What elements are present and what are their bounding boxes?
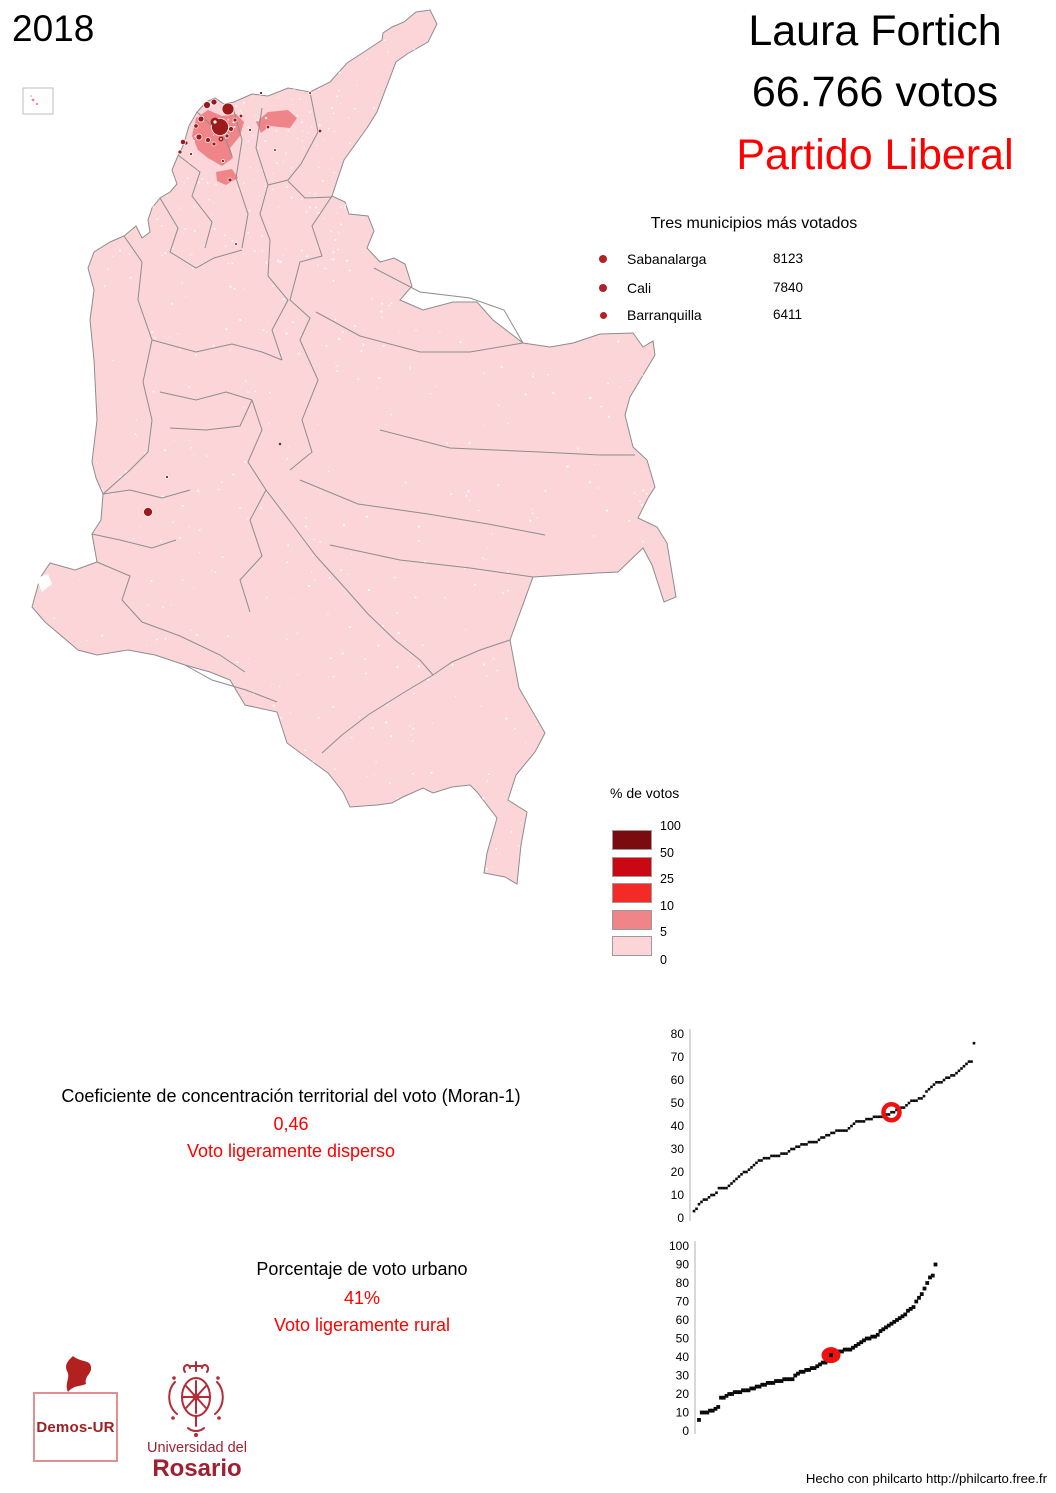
svg-text:40: 40 [671,1119,685,1133]
universidad-rosario-crest-icon [168,1361,224,1437]
candidate-party: Partido Liberal [736,131,1014,179]
svg-text:60: 60 [671,1073,685,1087]
municipio-row: Barranquilla 6411 [590,306,910,326]
san-andres-inset [22,87,54,115]
top-municipios-title: Tres municipios más votados [650,215,858,232]
svg-text:70: 70 [676,1295,690,1309]
municipio-name: Barranquilla [627,307,702,323]
urban-heading: Porcentaje de voto urbano [256,1259,468,1279]
legend-swatch [612,883,652,904]
svg-text:10: 10 [671,1188,685,1202]
legend-swatch [612,909,652,930]
colombia-choropleth-map [22,9,677,885]
municipio-bullet-icon [598,254,608,264]
svg-text:20: 20 [671,1165,685,1179]
legend-swatch [612,936,652,957]
svg-text:10: 10 [676,1406,690,1420]
municipio-name: Sabanalarga [627,251,707,267]
municipio-votes: 7840 [773,280,804,295]
legend-title: % de votos [610,785,680,801]
svg-text:70: 70 [671,1050,685,1064]
svg-text:90: 90 [676,1258,690,1272]
legend-tick-label: 10 [660,898,674,913]
urban-note: Voto ligeramente rural [273,1315,451,1335]
svg-text:50: 50 [676,1332,690,1346]
svg-text:80: 80 [671,1027,685,1041]
svg-text:20: 20 [676,1387,690,1401]
moran-heading: Coeficiente de concentración territorial… [61,1086,521,1106]
moran-value: 0,46 [273,1114,309,1134]
year-label: 2018 [12,8,95,49]
svg-text:40: 40 [676,1350,690,1364]
country-outline [31,9,677,885]
svg-text:0: 0 [682,1424,689,1438]
department-borders [91,91,635,754]
candidate-votes: 66.766 votos [751,68,999,116]
candidate-name: Laura Fortich [748,7,1002,55]
municipio-votes: 8123 [773,251,804,266]
legend-tick-label: 5 [660,925,667,940]
municipio-row: Cali 7840 [590,279,910,299]
svg-text:30: 30 [676,1369,690,1383]
municipio-row: Sabanalarga 8123 [590,250,910,270]
legend-tick-label: 50 [660,845,674,860]
legend-swatch [612,856,652,877]
legend-tick-label: 100 [660,819,681,833]
moran-note: Voto ligeramente disperso [186,1141,396,1161]
university-name-bottom: Rosario [152,1455,242,1482]
legend-tick-label: 25 [660,872,674,887]
svg-text:30: 30 [671,1142,685,1156]
urban-value: 41% [343,1288,381,1308]
philcarto-credit: Hecho con philcarto http://philcarto.fre… [805,1471,1047,1486]
legend-tick-label: 0 [660,953,667,968]
legend-swatch [612,830,652,850]
svg-text:100: 100 [669,1239,689,1253]
demos-flag-icon [66,1356,92,1392]
svg-text:80: 80 [676,1276,690,1290]
vote-bubbles [143,91,323,517]
municipio-name: Cali [627,280,652,296]
svg-text:60: 60 [676,1313,690,1327]
demos-ur-label: Demos-UR [36,1418,115,1436]
municipio-bullet-icon [599,284,607,292]
moran-rank-scatter-plot: 0 10 20 30 40 50 60 70 80 [671,1027,976,1225]
municipio-bullet-icon [599,311,607,319]
university-name-top: Universidad del [147,1440,247,1456]
urban-rank-scatter-plot: 0 10 20 30 40 50 60 70 80 90 100 [669,1239,938,1438]
municipio-votes: 6411 [773,307,803,322]
demos-ur-logo: Demos-UR [33,1392,118,1462]
svg-text:0: 0 [677,1211,684,1225]
svg-text:50: 50 [671,1096,685,1110]
